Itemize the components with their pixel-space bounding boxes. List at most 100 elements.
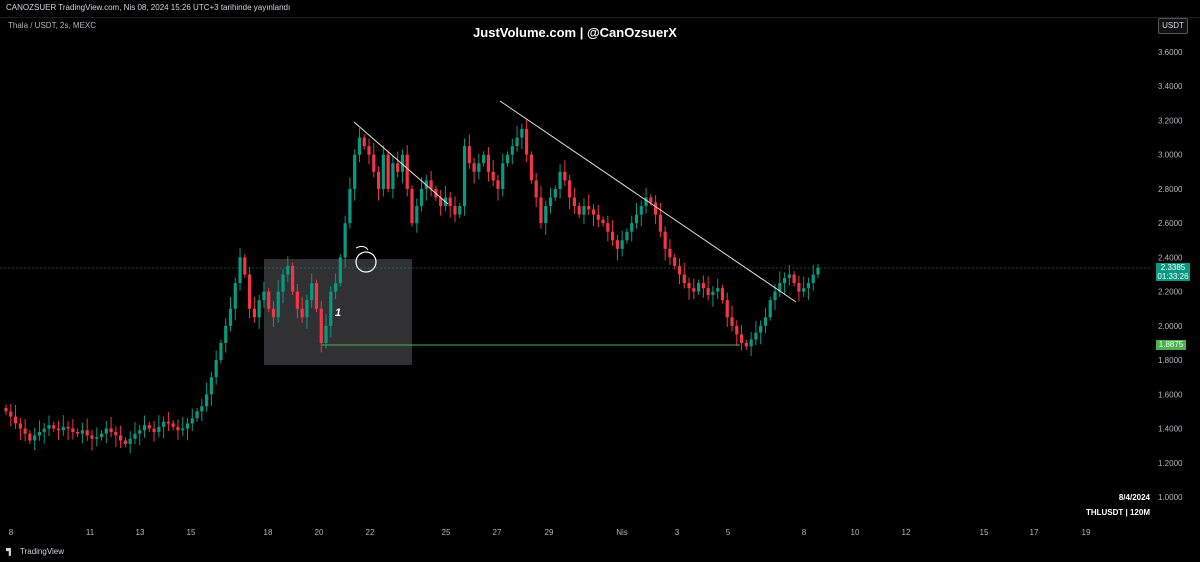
candle [591, 203, 596, 227]
candle [802, 276, 806, 298]
candle-body [176, 426, 180, 431]
candle-body [544, 206, 548, 224]
candle-body [630, 223, 634, 232]
candle [539, 185, 543, 229]
trendline-2[interactable] [499, 100, 797, 303]
candle [515, 125, 519, 152]
candle [185, 417, 190, 441]
candle-body [553, 188, 557, 198]
candle [525, 119, 529, 163]
price-axis-label: 3.2000 [1158, 116, 1183, 125]
candle-body [768, 300, 772, 318]
candle-body [668, 248, 672, 258]
candle [400, 149, 405, 184]
range-box[interactable] [264, 259, 412, 365]
candle [37, 420, 42, 441]
candle [768, 296, 772, 321]
info-date: 8/4/2024 [1118, 493, 1150, 502]
time-axis-label: 27 [493, 528, 502, 537]
candle [300, 297, 304, 323]
candle [716, 278, 720, 300]
circle-annotation[interactable] [355, 251, 377, 273]
candle-body [329, 291, 333, 326]
candle-body [606, 223, 610, 232]
candle-body [587, 206, 591, 210]
currency-button[interactable]: USDT [1158, 18, 1188, 34]
candle [190, 408, 194, 431]
candle [324, 314, 328, 349]
candle [128, 431, 132, 454]
candle-body [582, 206, 586, 215]
candle [252, 297, 256, 323]
candle-body [147, 425, 151, 429]
candle-body [200, 406, 204, 412]
candle [104, 421, 108, 444]
candle-body [376, 171, 381, 189]
candle-body [18, 423, 22, 429]
candle-body [759, 325, 763, 333]
candle [548, 187, 553, 214]
candle-body [730, 317, 734, 326]
candle [806, 277, 811, 300]
candle [248, 266, 252, 319]
current-price-countdown: 01:33:26 [1157, 272, 1189, 281]
candle [792, 271, 796, 287]
brand-label: TradingView [20, 547, 65, 556]
tradingview-logo[interactable]: TradingView [6, 547, 64, 556]
candle [577, 202, 581, 219]
candle [123, 437, 128, 448]
candle [472, 157, 476, 184]
price-axis-label: 3.6000 [1158, 48, 1183, 57]
candle-body [157, 426, 161, 432]
candle [157, 415, 161, 438]
candle [138, 424, 142, 446]
candle-body [37, 431, 42, 436]
candle-body [319, 308, 323, 343]
candle [486, 147, 491, 182]
candle [572, 187, 576, 214]
candle-body [95, 437, 99, 439]
trendline-1[interactable] [353, 121, 449, 205]
candle [529, 151, 534, 184]
time-axis-label: 10 [851, 528, 860, 537]
candle [658, 202, 662, 238]
candle-body [386, 154, 390, 189]
candle [362, 134, 366, 150]
candle-body [591, 209, 596, 215]
candle-body [477, 163, 481, 172]
candle-body [152, 428, 156, 432]
arrow-annotation[interactable] [355, 245, 369, 251]
candle-body [568, 180, 572, 198]
candle [18, 417, 22, 441]
candle-body [639, 206, 643, 215]
candle [773, 284, 777, 310]
candle-body [792, 274, 796, 284]
candle [243, 253, 247, 278]
candle-body [467, 146, 471, 164]
price-axis-label: 1.8000 [1158, 356, 1183, 365]
candle [634, 202, 639, 229]
candle-body [525, 129, 529, 155]
candle [744, 339, 748, 350]
candle-body [396, 163, 400, 172]
candle-body [529, 154, 534, 181]
price-axis-label: 2.2000 [1158, 288, 1183, 297]
candle [505, 151, 510, 167]
candle [405, 145, 409, 197]
candle-body [114, 431, 118, 436]
publish-header: CANOZSUER TradingView.com, Nis 08, 2024 … [0, 0, 1200, 18]
symbol-label[interactable]: Thala / USDT, 2s, MEXC [8, 21, 97, 30]
candle-body [749, 339, 753, 347]
candle [166, 412, 170, 431]
candle-body [252, 308, 256, 318]
candle [238, 247, 242, 291]
candle-body [257, 300, 261, 318]
candle [491, 160, 495, 186]
candle [462, 138, 467, 216]
candle-body [324, 325, 328, 343]
candle-body [654, 202, 658, 215]
candle [749, 332, 753, 356]
candle [410, 185, 414, 227]
candle [28, 430, 32, 444]
